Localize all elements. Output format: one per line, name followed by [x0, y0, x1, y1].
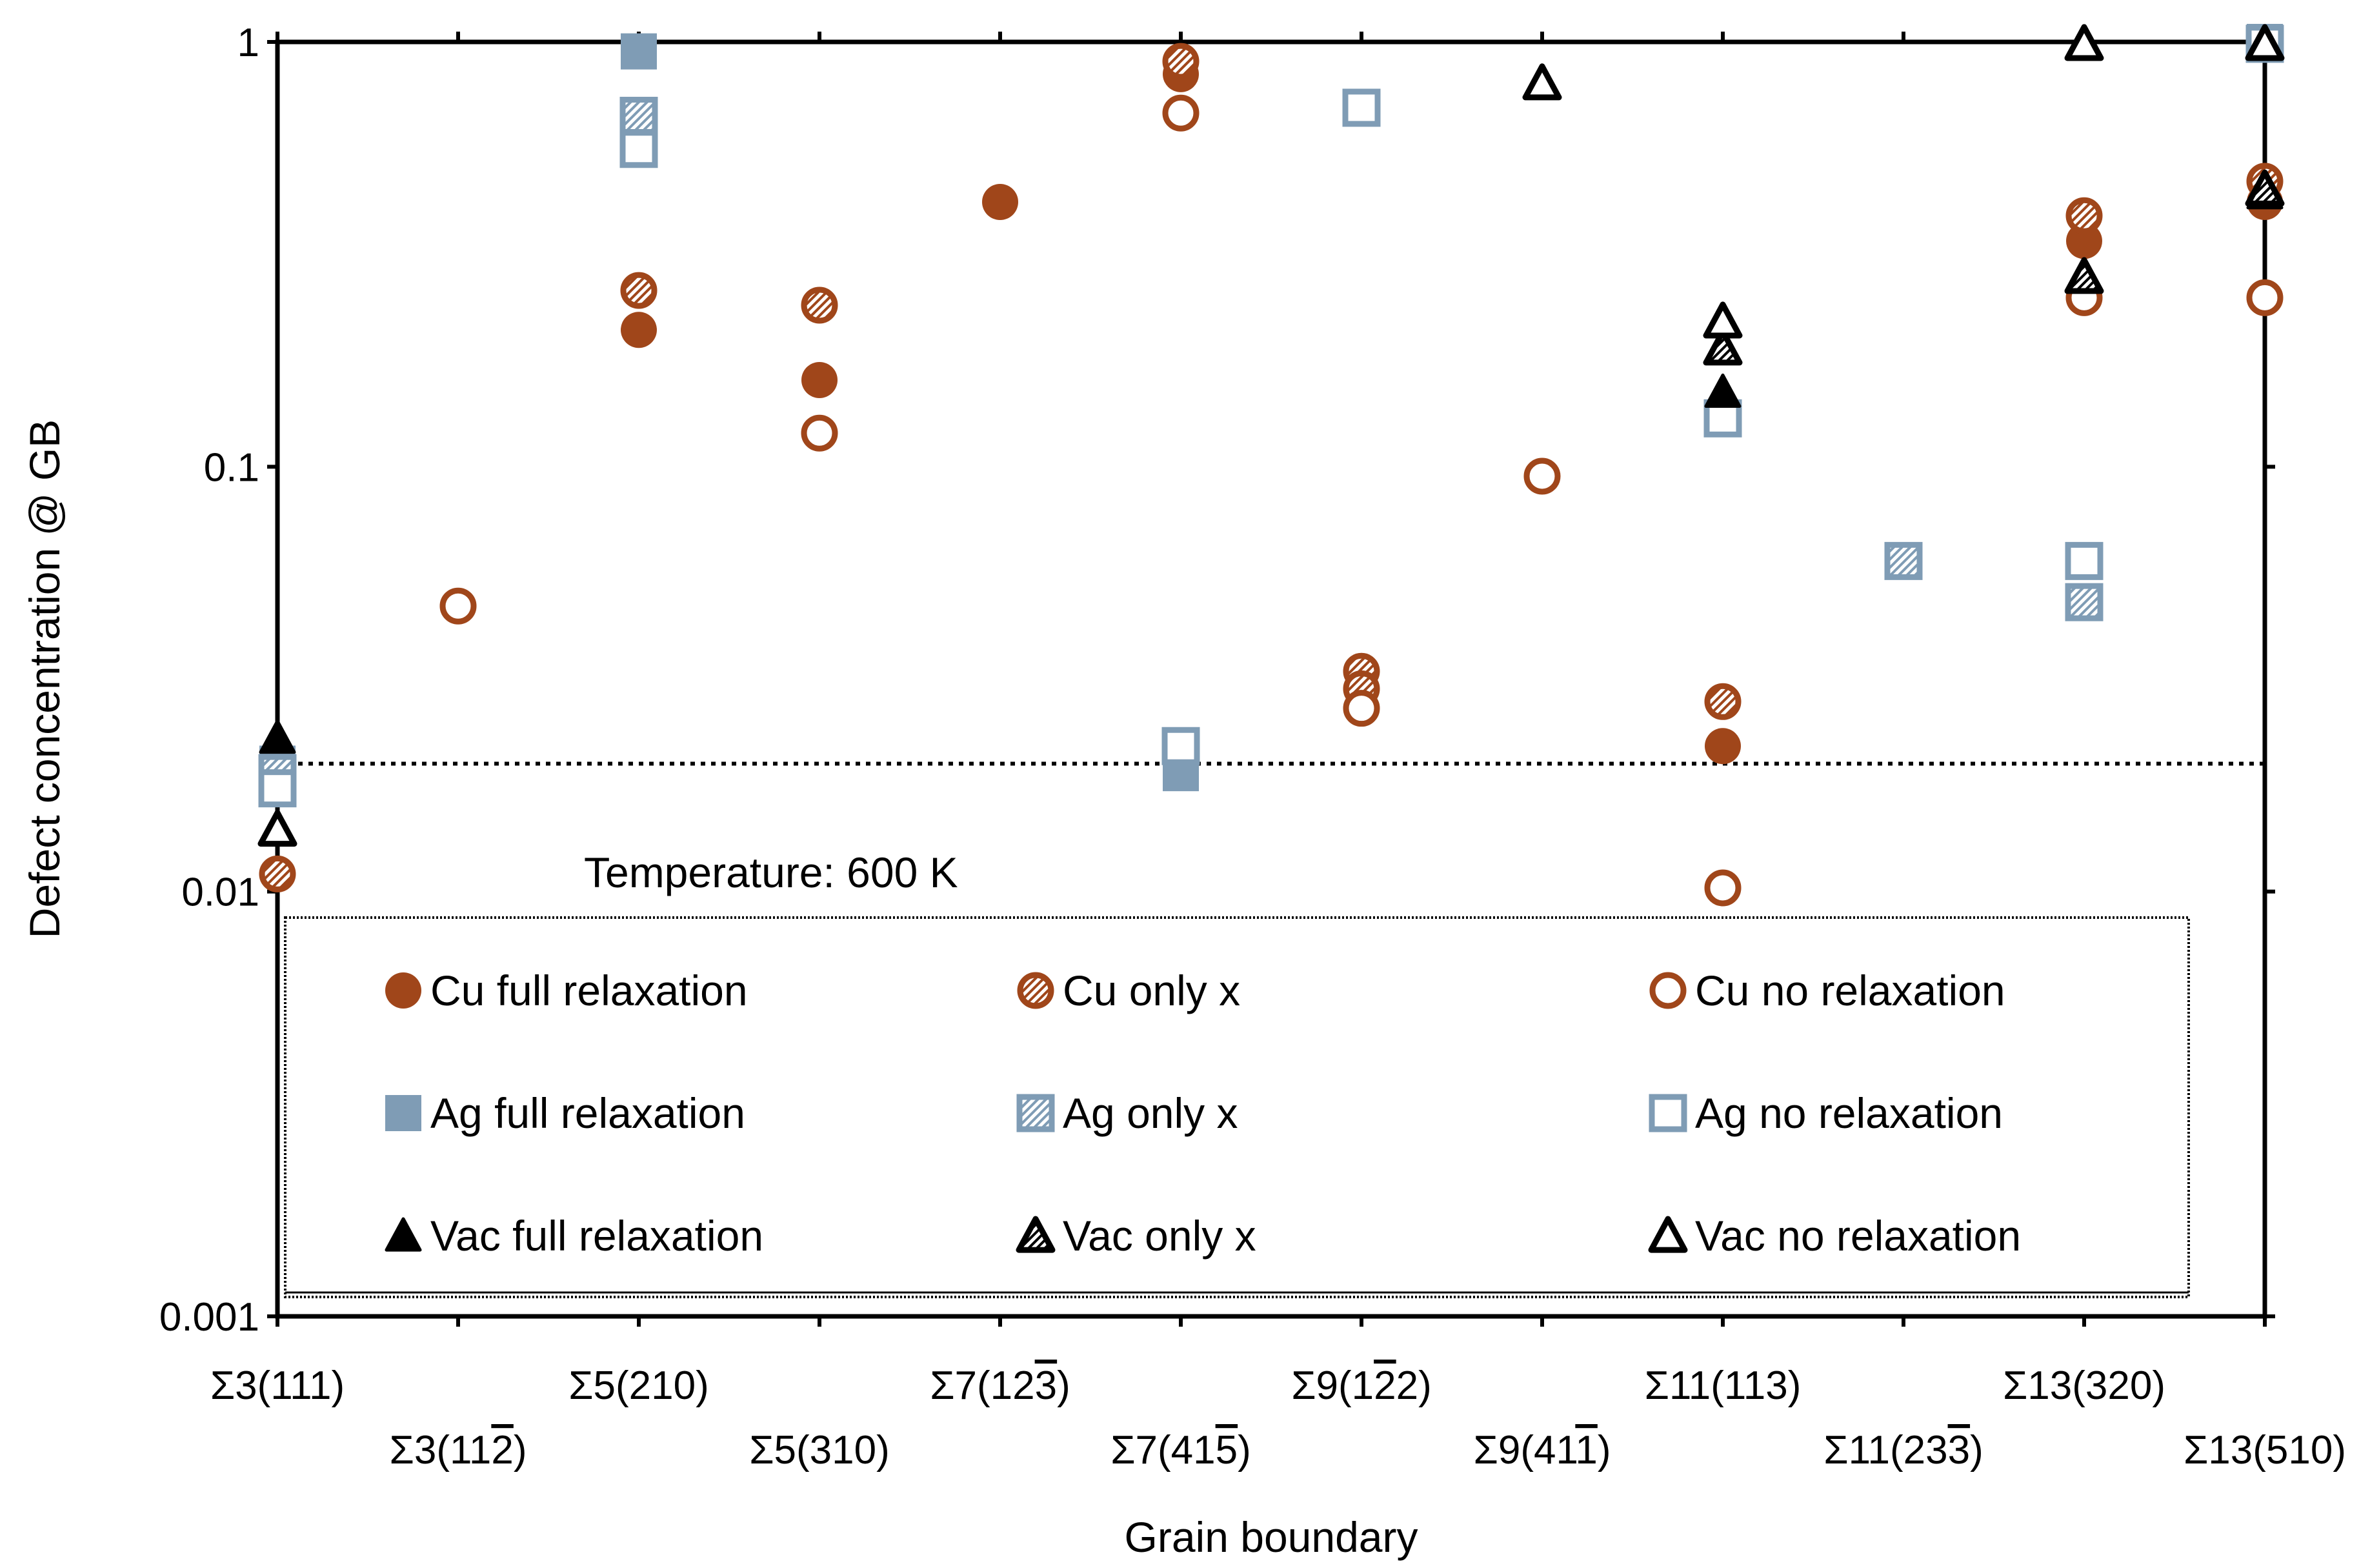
legend-label-ag-full-relaxation: Ag full relaxation — [430, 1089, 745, 1137]
legend-label-ag-no-relaxation: Ag no relaxation — [1695, 1089, 2003, 1137]
legend-marker-cu-only-x — [1017, 972, 1054, 1009]
point-cu-no-relaxation — [1523, 457, 1561, 495]
point-vac-no-relaxation — [1703, 301, 1743, 339]
point-cu-only-x — [620, 272, 658, 309]
legend-marker-ag-full-relaxation — [385, 1095, 421, 1131]
point-vac-no-relaxation — [2245, 24, 2285, 61]
x-tick-label: Σ5(310) — [749, 1428, 890, 1473]
point-cu-no-relaxation — [1162, 94, 1200, 132]
legend-label-cu-no-relaxation: Cu no relaxation — [1695, 967, 2005, 1014]
legend-marker-vac-no-relaxation — [1648, 1216, 1688, 1253]
x-tick-label: Σ3(111) — [210, 1363, 345, 1408]
point-vac-full-relaxation — [1704, 373, 1742, 408]
point-cu-full-relaxation — [621, 312, 657, 348]
point-ag-full-relaxation — [621, 33, 657, 70]
y-axis: 0.001 0.01 0.1 1 — [159, 21, 2275, 1340]
x-tick-label: Σ13(510) — [2184, 1428, 2346, 1473]
point-cu-no-relaxation — [801, 414, 838, 452]
x-tick-label: Σ7(415) — [1110, 1428, 1251, 1473]
x-tick-label: Σ11(113) — [1645, 1363, 1802, 1408]
legend-label-vac-no-relaxation: Vac no relaxation — [1695, 1212, 2021, 1260]
x-tick-label: Σ11(233) — [1823, 1428, 1983, 1473]
legend-marker-vac-full-relaxation — [385, 1217, 422, 1252]
data-markers — [257, 24, 2285, 907]
x-tick-label: Σ13(320) — [2003, 1363, 2165, 1408]
point-vac-only-x — [2064, 257, 2104, 294]
point-ag-no-relaxation — [2065, 541, 2104, 580]
point-vac-no-relaxation — [2064, 24, 2104, 61]
point-ag-only-x — [619, 97, 658, 136]
point-cu-full-relaxation — [1705, 728, 1741, 765]
point-cu-no-relaxation — [2246, 279, 2284, 316]
legend-marker-ag-only-x — [1016, 1094, 1055, 1132]
legend-label-cu-only-x: Cu only x — [1063, 967, 1240, 1014]
point-cu-only-x — [1704, 683, 1742, 720]
point-vac-no-relaxation — [1522, 63, 1562, 101]
legend-label-vac-only-x: Vac only x — [1063, 1212, 1256, 1260]
point-ag-no-relaxation — [258, 769, 297, 808]
point-ag-no-relaxation — [1161, 727, 1200, 765]
x-axis-title: Grain boundary — [1125, 1513, 1418, 1561]
legend: Cu full relaxation Cu only x Cu no relaxat… — [385, 967, 2021, 1260]
point-cu-only-x — [2065, 197, 2103, 234]
y-tick-label: 1 — [237, 21, 259, 65]
legend-marker-ag-no-relaxation — [1649, 1094, 1687, 1132]
y-axis-title: Defect concentration @ GB — [21, 419, 68, 938]
point-ag-no-relaxation — [1342, 88, 1381, 127]
point-ag-only-x — [1884, 541, 1923, 580]
point-ag-no-relaxation — [619, 130, 658, 168]
point-cu-full-relaxation — [982, 184, 1018, 221]
temperature-annotation: Temperature: 600 K — [584, 849, 958, 896]
y-tick-label: 0.01 — [181, 870, 259, 915]
point-ag-only-x — [2065, 583, 2104, 621]
legend-marker-cu-no-relaxation — [1649, 972, 1687, 1009]
point-cu-only-x — [801, 286, 838, 324]
x-tick-label: Σ9(122) — [1291, 1363, 1432, 1408]
legend-box — [284, 916, 2190, 1298]
x-axis: Σ3(111) Σ3(112) Σ5(210) Σ5(310) Σ7(123) Σ7(41… — [210, 32, 2346, 1473]
x-tick-label: Σ5(210) — [568, 1363, 709, 1408]
y-tick-label: 0.001 — [159, 1295, 259, 1340]
x-tick-label: Σ9(411) — [1474, 1428, 1611, 1473]
point-vac-full-relaxation — [259, 719, 296, 754]
legend-label-cu-full-relaxation: Cu full relaxation — [430, 967, 748, 1014]
point-cu-no-relaxation — [1704, 869, 1742, 907]
point-cu-no-relaxation — [1343, 690, 1380, 727]
point-cu-only-x — [259, 855, 296, 892]
legend-marker-vac-only-x — [1016, 1216, 1056, 1253]
plot-area — [275, 39, 2267, 1319]
point-cu-only-x — [1162, 43, 1200, 80]
point-vac-no-relaxation — [257, 809, 297, 847]
point-cu-full-relaxation — [801, 361, 838, 398]
x-tick-label: Σ3(112) — [390, 1428, 527, 1473]
legend-marker-cu-full-relaxation — [385, 972, 421, 1009]
legend-label-vac-full-relaxation: Vac full relaxation — [430, 1212, 763, 1260]
legend-label-ag-only-x: Ag only x — [1063, 1089, 1238, 1137]
x-tick-label: Σ7(123) — [930, 1363, 1070, 1408]
y-tick-label: 0.1 — [204, 445, 259, 490]
point-cu-full-relaxation — [2066, 223, 2102, 259]
point-vac-only-x — [2245, 169, 2285, 206]
point-cu-no-relaxation — [439, 587, 477, 625]
point-vac-only-x — [1703, 328, 1743, 366]
